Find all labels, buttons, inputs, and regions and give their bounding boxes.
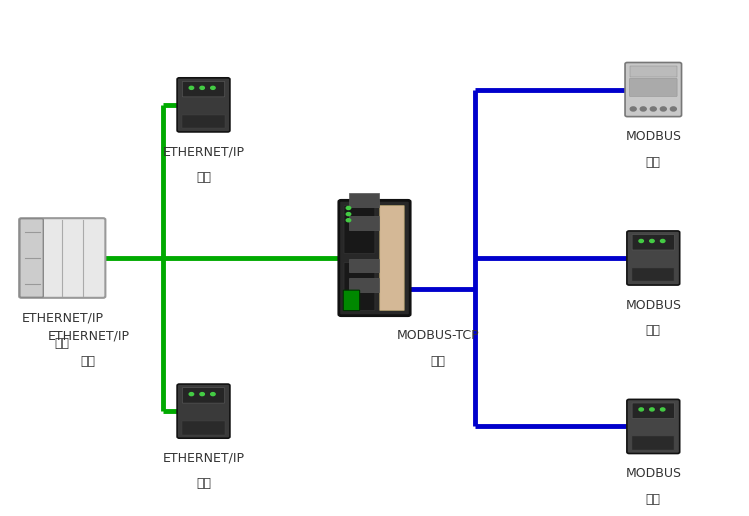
Circle shape xyxy=(200,86,204,89)
FancyBboxPatch shape xyxy=(349,216,379,231)
FancyBboxPatch shape xyxy=(632,234,675,250)
Text: 总线: 总线 xyxy=(81,355,96,368)
Text: 从站: 从站 xyxy=(196,477,211,491)
FancyBboxPatch shape xyxy=(19,218,106,298)
Circle shape xyxy=(661,107,667,111)
FancyBboxPatch shape xyxy=(177,384,230,438)
Circle shape xyxy=(639,408,643,411)
FancyBboxPatch shape xyxy=(182,115,225,128)
FancyBboxPatch shape xyxy=(344,263,374,311)
FancyBboxPatch shape xyxy=(339,200,410,316)
FancyBboxPatch shape xyxy=(344,205,374,253)
Text: 总线: 总线 xyxy=(430,355,445,368)
Text: 从站: 从站 xyxy=(196,171,211,184)
Text: 从站: 从站 xyxy=(646,493,661,506)
FancyBboxPatch shape xyxy=(182,82,225,97)
FancyBboxPatch shape xyxy=(627,231,679,285)
FancyBboxPatch shape xyxy=(632,268,675,282)
Circle shape xyxy=(640,107,646,111)
FancyBboxPatch shape xyxy=(349,279,379,292)
Circle shape xyxy=(189,86,194,89)
FancyBboxPatch shape xyxy=(632,436,675,450)
Circle shape xyxy=(650,107,656,111)
Text: ETHERNET/IP: ETHERNET/IP xyxy=(47,329,130,343)
FancyBboxPatch shape xyxy=(177,78,230,132)
Text: MODBUS: MODBUS xyxy=(625,131,682,143)
FancyBboxPatch shape xyxy=(343,290,360,311)
FancyBboxPatch shape xyxy=(20,219,43,297)
Circle shape xyxy=(346,206,351,209)
Circle shape xyxy=(630,107,636,111)
Text: ETHERNET/IP: ETHERNET/IP xyxy=(163,146,244,159)
Circle shape xyxy=(670,107,676,111)
Circle shape xyxy=(649,239,654,243)
Circle shape xyxy=(661,239,665,243)
FancyBboxPatch shape xyxy=(629,78,677,96)
Text: MODBUS: MODBUS xyxy=(625,299,682,312)
Text: MODBUS-TCP: MODBUS-TCP xyxy=(396,329,479,343)
Circle shape xyxy=(346,213,351,216)
Circle shape xyxy=(189,393,194,396)
Text: MODBUS: MODBUS xyxy=(625,467,682,480)
Text: ETHERNET/IP: ETHERNET/IP xyxy=(163,452,244,465)
FancyBboxPatch shape xyxy=(182,388,225,403)
FancyBboxPatch shape xyxy=(349,193,379,207)
Text: 从站: 从站 xyxy=(646,156,661,169)
Text: ETHERNET/IP: ETHERNET/IP xyxy=(21,312,103,325)
Circle shape xyxy=(210,393,215,396)
FancyBboxPatch shape xyxy=(629,66,677,77)
Text: 主站: 主站 xyxy=(55,337,70,350)
Circle shape xyxy=(661,408,665,411)
Text: 从站: 从站 xyxy=(646,325,661,337)
Circle shape xyxy=(346,219,351,222)
FancyBboxPatch shape xyxy=(349,259,379,272)
Circle shape xyxy=(639,239,643,243)
FancyBboxPatch shape xyxy=(625,62,682,117)
FancyBboxPatch shape xyxy=(182,421,225,434)
Circle shape xyxy=(649,408,654,411)
FancyBboxPatch shape xyxy=(380,205,404,311)
FancyBboxPatch shape xyxy=(627,399,679,454)
Circle shape xyxy=(200,393,204,396)
Circle shape xyxy=(210,86,215,89)
FancyBboxPatch shape xyxy=(632,403,675,418)
